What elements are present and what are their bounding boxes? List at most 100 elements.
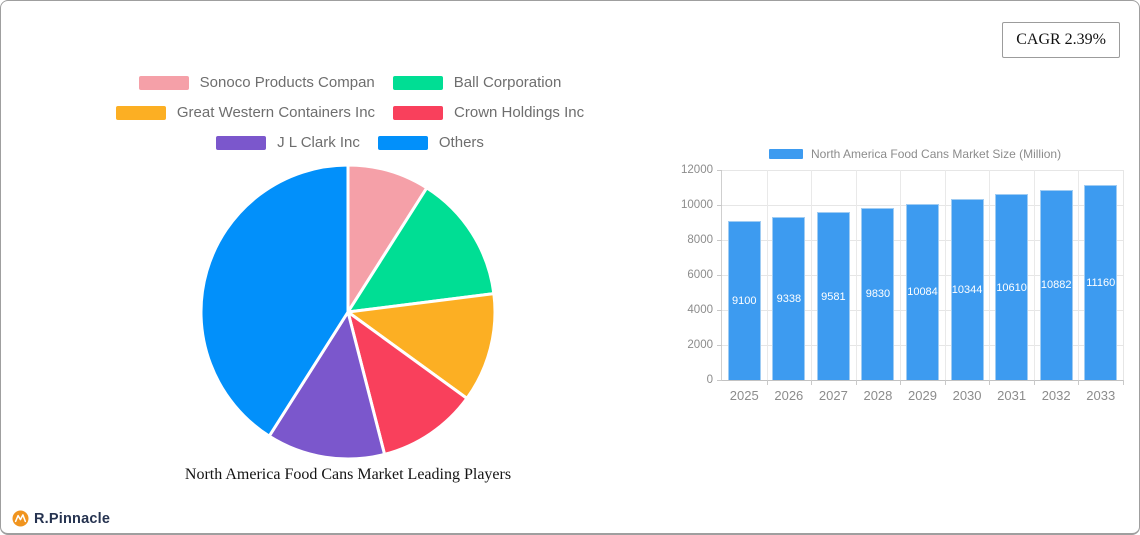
y-axis-tick-label: 12000	[681, 164, 713, 176]
pie-legend-row: Great Western Containers Inc Crown Holdin…	[40, 104, 660, 121]
x-axis-category-label: 2030	[952, 388, 982, 403]
bar-2032[interactable]: 10882	[1039, 189, 1073, 380]
x-axis-category-label: 2027	[818, 388, 848, 403]
bar-2025[interactable]: 9100	[727, 220, 761, 380]
x-axis-tick-mark	[989, 380, 991, 385]
gridline-vertical	[944, 170, 946, 380]
x-axis-tick-mark	[1123, 380, 1124, 385]
bar-value-label: 10344	[951, 283, 983, 296]
bar-2031[interactable]: 10610	[995, 194, 1029, 380]
legend-item-label: Others	[438, 134, 484, 151]
y-axis-tick-mark	[717, 380, 722, 381]
x-axis-category-label: 2025	[729, 388, 759, 403]
bar-legend-swatch	[769, 149, 803, 159]
pie-legend-item-others[interactable]: Others	[377, 134, 484, 151]
x-axis-tick-mark	[1078, 380, 1080, 385]
y-axis-tick-label: 0	[706, 374, 713, 386]
pie-legend-item-ball-corporation[interactable]: Ball Corporation	[392, 74, 562, 91]
x-axis-category-label: 2026	[774, 388, 804, 403]
x-axis-category-label: 2029	[908, 388, 937, 403]
pie-legend-item-great-western-containers-inc[interactable]: Great Western Containers Inc	[115, 104, 376, 121]
pie-chart	[195, 159, 501, 465]
bar-value-label: 10084	[907, 286, 938, 299]
gridline-vertical	[989, 170, 991, 380]
pie-legend-row: Sonoco Products Compan Ball Corporation	[40, 74, 660, 91]
gridline-vertical	[855, 170, 857, 380]
pie-slice-great-western-containers-inc[interactable]	[346, 292, 497, 400]
bar-value-label: 9338	[776, 292, 802, 305]
bar-2027[interactable]: 9581	[816, 212, 850, 380]
x-axis-tick-mark	[1033, 380, 1035, 385]
y-axis-tick-label: 4000	[687, 304, 713, 316]
brand-name: R.Pinnacle	[34, 510, 111, 527]
gridline-horizontal	[722, 170, 1123, 171]
pie-legend-row: J L Clark Inc Others	[40, 134, 660, 151]
brand-logo: R.Pinnacle	[12, 510, 110, 527]
legend-item-label: Great Western Containers Inc	[176, 104, 376, 121]
x-axis-category-label: 2028	[863, 388, 893, 403]
bar-2028[interactable]: 9830	[861, 207, 895, 380]
gridline-vertical	[1078, 170, 1080, 380]
x-axis-category-label: 2031	[997, 388, 1027, 403]
y-axis-tick-mark	[717, 275, 722, 276]
y-axis-tick-mark	[717, 310, 722, 311]
bar-value-label: 9100	[732, 294, 757, 307]
bar-legend-label: North America Food Cans Market Size (Mil…	[811, 147, 1062, 161]
cagr-badge: CAGR 2.39%	[1002, 22, 1120, 58]
y-axis-tick-mark	[717, 205, 722, 206]
y-axis-tick-label: 8000	[687, 234, 713, 246]
y-axis-tick-mark	[717, 345, 722, 346]
x-axis-category-label: 2033	[1086, 388, 1116, 403]
bar-chart-plot-area: 0 2000 4000 6000 8000 10000 12000 9100 2025 9338 2…	[681, 164, 1124, 403]
y-axis-tick-mark	[717, 240, 722, 241]
legend-color-swatch	[138, 75, 189, 90]
legend-item-label: Ball Corporation	[453, 74, 562, 91]
pie-legend-item-j-l-clark-inc[interactable]: J L Clark Inc	[216, 134, 360, 151]
bar-chart-legend[interactable]: North America Food Cans Market Size (Mil…	[769, 147, 1061, 161]
y-axis-tick-mark	[717, 170, 722, 171]
pie-slice-j-l-clark-inc[interactable]	[267, 310, 387, 461]
legend-color-swatch	[115, 105, 166, 120]
gridline-vertical	[900, 170, 902, 380]
bar-value-label: 10610	[996, 281, 1027, 294]
x-axis-tick-mark	[811, 380, 813, 385]
bar-value-label: 9581	[821, 290, 846, 303]
legend-color-swatch	[216, 135, 267, 150]
bar-value-label: 11160	[1086, 276, 1116, 289]
y-axis-tick-label: 10000	[681, 199, 713, 211]
pie-chart-title: North America Food Cans Market Leading P…	[184, 466, 512, 483]
x-axis-tick-mark	[766, 380, 768, 385]
legend-item-label: Sonoco Products Compan	[199, 74, 375, 91]
cagr-badge-label: CAGR 2.39%	[1016, 31, 1106, 48]
pie-slice-crown-holdings-inc[interactable]	[346, 310, 469, 456]
x-axis-tick-mark	[855, 380, 857, 385]
x-axis-tick-mark	[900, 380, 902, 385]
bar-2030[interactable]: 10344	[950, 198, 984, 380]
gridline-vertical	[1033, 170, 1035, 380]
bar-value-label: 9830	[865, 288, 891, 301]
legend-color-swatch	[377, 135, 428, 150]
bar-2033[interactable]: 11160	[1084, 184, 1118, 380]
bar-2029[interactable]: 10084	[906, 203, 939, 380]
bar-value-label: 10882	[1040, 279, 1072, 292]
gridline-vertical	[811, 170, 813, 380]
pie-slice-ball-corporation[interactable]	[346, 186, 496, 314]
pie-slice-others[interactable]	[199, 163, 350, 438]
gridline-vertical	[766, 170, 768, 380]
legend-color-swatch	[393, 105, 444, 120]
pie-legend: Sonoco Products Compan Ball Corporation Gr…	[40, 74, 660, 151]
y-axis-tick-label: 6000	[687, 269, 713, 281]
pie-legend-item-sonoco-products-compan[interactable]: Sonoco Products Compan	[138, 74, 375, 91]
bar-2026[interactable]: 9338	[772, 216, 806, 380]
y-axis-tick-label: 2000	[687, 339, 713, 351]
legend-item-label: Crown Holdings Inc	[454, 104, 585, 121]
pinnacle-peaks-icon	[12, 510, 29, 527]
pie-legend-item-crown-holdings-inc[interactable]: Crown Holdings Inc	[393, 104, 584, 121]
pie-slice-sonoco-products-compan[interactable]	[346, 163, 429, 314]
x-axis-category-label: 2032	[1041, 388, 1071, 403]
legend-color-swatch	[392, 75, 443, 90]
pie-svg	[199, 163, 497, 461]
legend-item-label: J L Clark Inc	[277, 134, 360, 151]
x-axis-tick-mark	[944, 380, 946, 385]
